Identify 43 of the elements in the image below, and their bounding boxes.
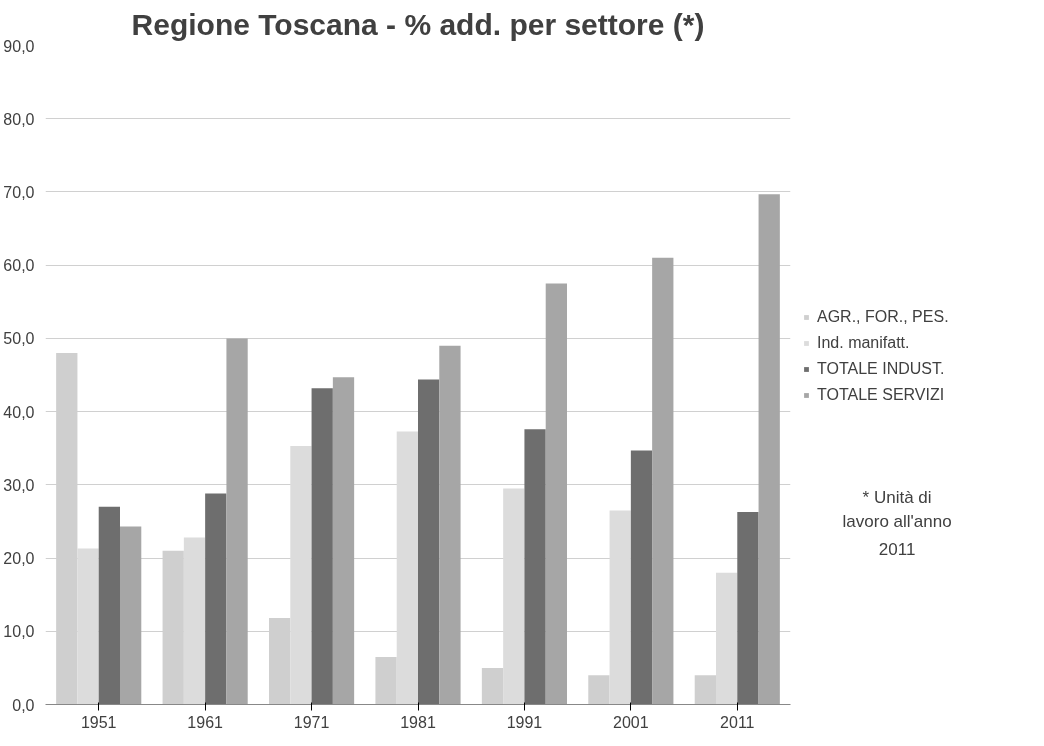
y-tick-label: 50,0 bbox=[3, 330, 35, 348]
bar bbox=[652, 257, 674, 705]
x-tick-label: 1981 bbox=[400, 713, 436, 731]
x-tick-label: 2001 bbox=[613, 713, 649, 731]
bar bbox=[481, 667, 504, 705]
legend-label: Ind. manifatt. bbox=[817, 334, 910, 352]
y-tick-label: 20,0 bbox=[3, 550, 35, 568]
bar bbox=[758, 194, 780, 705]
bar bbox=[332, 377, 355, 705]
bar bbox=[694, 675, 716, 705]
y-tick-label: 70,0 bbox=[3, 183, 35, 201]
bar bbox=[545, 283, 567, 705]
x-tick-label: 1991 bbox=[506, 713, 543, 731]
x-tick-label: 1961 bbox=[187, 713, 224, 731]
y-tick-label: 80,0 bbox=[3, 110, 35, 128]
legend-label: AGR., FOR., PES. bbox=[817, 308, 949, 326]
bar bbox=[226, 338, 248, 705]
bar bbox=[588, 675, 610, 705]
text: * Unità di lavoro all'anno 2011 bbox=[842, 487, 952, 559]
y-tick-label: 30,0 bbox=[3, 476, 35, 494]
chart-title: Regione Toscana - % add. per settore (*) bbox=[131, 7, 705, 41]
x-tick-label: 2011 bbox=[720, 713, 755, 731]
bar bbox=[98, 506, 120, 705]
bar bbox=[205, 493, 227, 705]
y-tick-label: 90,0 bbox=[3, 37, 35, 55]
legend-label: TOTALE INDUST. bbox=[817, 360, 945, 378]
bar bbox=[439, 345, 461, 705]
x-tick-label: 1971 bbox=[293, 713, 330, 731]
y-tick-label: 40,0 bbox=[3, 403, 35, 421]
bar bbox=[375, 656, 397, 705]
y-tick-label: 0,0 bbox=[12, 696, 35, 714]
legend-label: TOTALE SERVIZI bbox=[817, 386, 945, 404]
bar bbox=[311, 388, 333, 705]
x-tick-label: 1951 bbox=[80, 713, 117, 731]
bar bbox=[630, 450, 653, 705]
bar bbox=[183, 537, 206, 705]
bar bbox=[418, 379, 440, 705]
bar bbox=[77, 548, 99, 705]
bar bbox=[120, 526, 142, 705]
y-tick-label: 10,0 bbox=[3, 623, 35, 641]
y-tick-label: 60,0 bbox=[3, 257, 35, 275]
bar bbox=[737, 511, 759, 705]
bar bbox=[524, 429, 546, 705]
